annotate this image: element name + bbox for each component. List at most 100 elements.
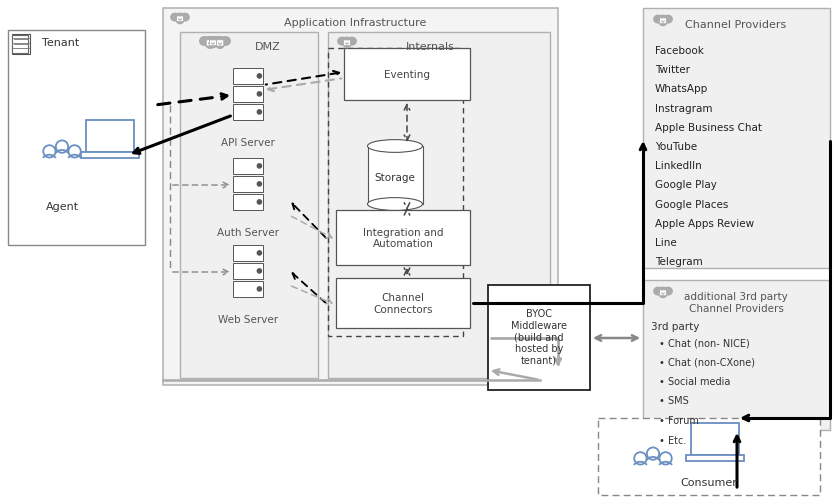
Ellipse shape — [213, 36, 227, 44]
Ellipse shape — [209, 36, 220, 46]
Bar — [12, 35, 28, 53]
Text: Integration and
Automation: Integration and Automation — [363, 227, 443, 249]
Circle shape — [257, 110, 261, 114]
Text: Agent: Agent — [45, 202, 79, 212]
Circle shape — [257, 164, 261, 168]
Text: Channel Providers: Channel Providers — [685, 20, 787, 30]
Ellipse shape — [337, 37, 347, 46]
Ellipse shape — [175, 16, 184, 25]
Text: Eventing: Eventing — [384, 70, 430, 80]
Ellipse shape — [180, 13, 190, 22]
Bar — [233, 245, 263, 261]
Ellipse shape — [659, 289, 668, 298]
Text: Tenant: Tenant — [42, 38, 80, 48]
Text: • Chat (non-CXone): • Chat (non-CXone) — [659, 358, 755, 368]
FancyBboxPatch shape — [210, 40, 216, 46]
Text: Twitter: Twitter — [655, 65, 690, 75]
Circle shape — [257, 92, 261, 96]
Ellipse shape — [207, 37, 220, 44]
Bar — [163, 8, 558, 385]
Bar — [488, 285, 590, 390]
Bar — [368, 146, 422, 204]
Text: Facebook: Facebook — [655, 46, 704, 56]
Text: • Social media: • Social media — [659, 377, 731, 387]
Circle shape — [257, 182, 261, 186]
Text: WhatsApp: WhatsApp — [655, 84, 708, 94]
Text: • SMS: • SMS — [659, 396, 689, 406]
Ellipse shape — [659, 18, 668, 26]
Text: Web Server: Web Server — [218, 315, 278, 325]
Ellipse shape — [343, 39, 351, 48]
Text: Line: Line — [655, 238, 677, 248]
Bar — [336, 210, 470, 265]
Bar — [336, 278, 470, 328]
Text: Apple Business Chat: Apple Business Chat — [655, 123, 762, 133]
Bar — [643, 280, 830, 430]
Ellipse shape — [210, 36, 221, 46]
Ellipse shape — [368, 197, 422, 210]
Circle shape — [257, 251, 261, 255]
Bar — [691, 423, 739, 455]
Bar — [233, 194, 263, 210]
Text: 3rd party: 3rd party — [651, 322, 700, 332]
Ellipse shape — [653, 287, 663, 296]
Text: BYOC
Middleware
(build and
hosted by
tenant): BYOC Middleware (build and hosted by ten… — [511, 309, 567, 366]
Text: • Forum: • Forum — [659, 416, 699, 426]
Ellipse shape — [203, 36, 217, 44]
FancyBboxPatch shape — [660, 18, 666, 24]
Text: YouTube: YouTube — [655, 142, 697, 152]
Bar — [233, 158, 263, 174]
Ellipse shape — [199, 36, 210, 46]
Bar — [86, 120, 134, 152]
Bar — [328, 32, 550, 378]
Bar — [233, 263, 263, 279]
Ellipse shape — [203, 37, 213, 46]
Ellipse shape — [663, 15, 673, 24]
Circle shape — [257, 269, 261, 273]
Text: DMZ: DMZ — [255, 42, 281, 52]
Text: additional 3rd party
Channel Providers: additional 3rd party Channel Providers — [684, 292, 788, 314]
Bar — [233, 86, 263, 102]
Ellipse shape — [653, 15, 663, 24]
Bar — [233, 281, 263, 297]
Text: • Chat (non- NICE): • Chat (non- NICE) — [659, 338, 750, 348]
Text: Instragram: Instragram — [655, 104, 712, 114]
Ellipse shape — [220, 36, 231, 46]
FancyBboxPatch shape — [206, 40, 214, 46]
Bar — [81, 152, 139, 158]
Text: Internals: Internals — [406, 42, 454, 52]
Text: Telegram: Telegram — [655, 257, 703, 267]
Ellipse shape — [663, 287, 673, 296]
Text: • Etc.: • Etc. — [659, 435, 686, 445]
Ellipse shape — [347, 37, 357, 46]
Text: Channel
Connectors: Channel Connectors — [373, 293, 432, 315]
Text: Apple Apps Review: Apple Apps Review — [655, 219, 754, 229]
Circle shape — [257, 74, 261, 78]
FancyBboxPatch shape — [177, 16, 184, 22]
Ellipse shape — [368, 140, 422, 152]
Text: LinkedlIn: LinkedlIn — [655, 161, 701, 171]
Bar — [180, 32, 318, 378]
Text: Google Places: Google Places — [655, 199, 728, 209]
Circle shape — [257, 200, 261, 204]
Bar — [344, 48, 470, 100]
FancyBboxPatch shape — [344, 40, 350, 46]
Bar — [233, 176, 263, 192]
FancyBboxPatch shape — [660, 290, 666, 296]
Text: Google Play: Google Play — [655, 180, 716, 190]
Bar — [643, 8, 830, 268]
Ellipse shape — [205, 39, 215, 49]
Bar — [598, 418, 820, 495]
Ellipse shape — [657, 15, 670, 22]
Ellipse shape — [215, 39, 225, 49]
Bar — [233, 68, 263, 84]
Bar — [12, 34, 30, 54]
Circle shape — [257, 287, 261, 291]
Ellipse shape — [657, 287, 670, 294]
Ellipse shape — [209, 39, 218, 48]
Ellipse shape — [170, 13, 180, 22]
Bar — [686, 455, 744, 461]
Ellipse shape — [213, 37, 223, 46]
Ellipse shape — [173, 13, 186, 20]
Bar — [8, 30, 145, 245]
